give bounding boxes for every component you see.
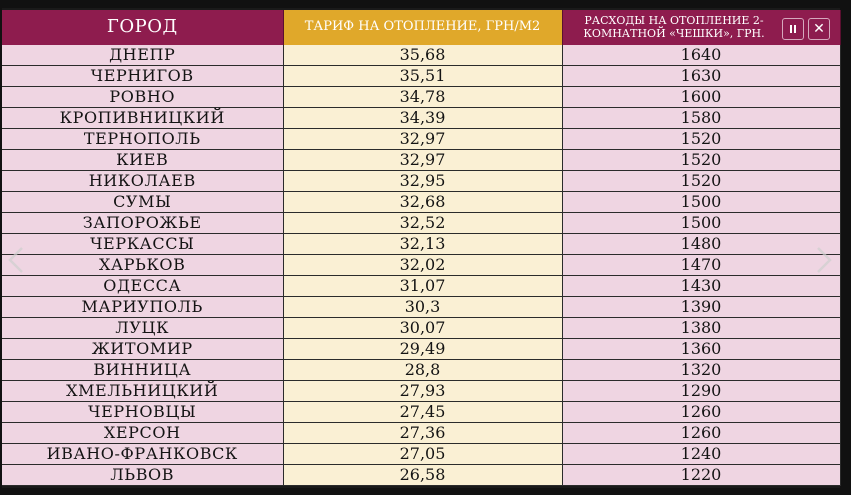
cell-tariff: 32,52: [283, 212, 563, 234]
cell-city: ЧЕРНИГОВ: [2, 65, 284, 87]
cell-cost: 1630: [562, 65, 841, 87]
cell-tariff: 32,68: [283, 191, 563, 213]
cell-tariff: 31,07: [283, 275, 563, 297]
table-row: КИЕВ 32,97 1520: [2, 149, 841, 171]
cell-cost: 1480: [562, 233, 841, 255]
table-row: ОДЕССА 31,07 1430: [2, 275, 841, 297]
cell-tariff: 27,36: [283, 422, 563, 444]
table-row: ДНЕПР 35,68 1640: [2, 45, 841, 66]
chevron-right-icon: [817, 247, 832, 273]
cell-city: ХЕРСОН: [2, 422, 284, 444]
cell-city: ХАРЬКОВ: [2, 254, 284, 276]
cell-city: ЖИТОМИР: [2, 338, 284, 360]
table-header-row: ГОРОД ТАРИФ НА ОТОПЛЕНИЕ, ГРН/М2 РАСХОДЫ…: [2, 10, 841, 45]
cell-cost: 1520: [562, 149, 841, 171]
cell-tariff: 32,97: [283, 149, 563, 171]
cell-tariff: 27,45: [283, 401, 563, 423]
cell-tariff: 34,39: [283, 107, 563, 129]
cell-city: ТЕРНОПОЛЬ: [2, 128, 284, 150]
cell-city: СУМЫ: [2, 191, 284, 213]
cell-cost: 1430: [562, 275, 841, 297]
pause-icon: [790, 25, 792, 33]
cell-cost: 1520: [562, 128, 841, 150]
cell-cost: 1260: [562, 401, 841, 423]
cell-cost: 1580: [562, 107, 841, 129]
cell-cost: 1360: [562, 338, 841, 360]
cell-cost: 1520: [562, 170, 841, 192]
column-header-tariff: ТАРИФ НА ОТОПЛЕНИЕ, ГРН/М2: [283, 10, 563, 45]
table-row: ТЕРНОПОЛЬ 32,97 1520: [2, 128, 841, 150]
cell-tariff: 32,97: [283, 128, 563, 150]
prev-button[interactable]: [4, 244, 28, 276]
cell-city: РОВНО: [2, 86, 284, 108]
table-row: ЖИТОМИР 29,49 1360: [2, 338, 841, 360]
cell-tariff: 32,13: [283, 233, 563, 255]
table-row: ХАРЬКОВ 32,02 1470: [2, 254, 841, 276]
cell-tariff: 35,51: [283, 65, 563, 87]
cell-city: ХМЕЛЬНИЦКИЙ: [2, 380, 284, 402]
heating-tariffs-table: ГОРОД ТАРИФ НА ОТОПЛЕНИЕ, ГРН/М2 РАСХОДЫ…: [2, 10, 841, 486]
column-header-city: ГОРОД: [2, 10, 284, 45]
cell-tariff: 34,78: [283, 86, 563, 108]
table-row: ЗАПОРОЖЬЕ 32,52 1500: [2, 212, 841, 234]
cell-cost: 1220: [562, 464, 841, 486]
cell-city: КИЕВ: [2, 149, 284, 171]
cell-city: ИВАНО-ФРАНКОВСК: [2, 443, 284, 465]
cell-cost: 1640: [562, 45, 841, 66]
cell-city: ЛУЦК: [2, 317, 284, 339]
cell-cost: 1390: [562, 296, 841, 318]
cell-city: ЗАПОРОЖЬЕ: [2, 212, 284, 234]
cell-cost: 1600: [562, 86, 841, 108]
table-row: СУМЫ 32,68 1500: [2, 191, 841, 213]
table-row: ЧЕРНОВЦЫ 27,45 1260: [2, 401, 841, 423]
cell-city: МАРИУПОЛЬ: [2, 296, 284, 318]
cell-cost: 1290: [562, 380, 841, 402]
cell-city: НИКОЛАЕВ: [2, 170, 284, 192]
cell-cost: 1240: [562, 443, 841, 465]
cell-tariff: 30,07: [283, 317, 563, 339]
cell-city: ДНЕПР: [2, 45, 284, 66]
cell-city: ЛЬВОВ: [2, 464, 284, 486]
cell-tariff: 28,8: [283, 359, 563, 381]
table-row: ВИННИЦА 28,8 1320: [2, 359, 841, 381]
table-row: ЧЕРКАССЫ 32,13 1480: [2, 233, 841, 255]
close-button[interactable]: ✕: [808, 18, 830, 40]
cell-city: ОДЕССА: [2, 275, 284, 297]
cell-cost: 1320: [562, 359, 841, 381]
cell-tariff: 32,02: [283, 254, 563, 276]
cell-tariff: 35,68: [283, 45, 563, 66]
cell-tariff: 32,95: [283, 170, 563, 192]
table-row: КРОПИВНИЦКИЙ 34,39 1580: [2, 107, 841, 129]
table-row: МАРИУПОЛЬ 30,3 1390: [2, 296, 841, 318]
cell-tariff: 30,3: [283, 296, 563, 318]
cell-tariff: 26,58: [283, 464, 563, 486]
table-row: ИВАНО-ФРАНКОВСК 27,05 1240: [2, 443, 841, 465]
table-row: ЧЕРНИГОВ 35,51 1630: [2, 65, 841, 87]
table-row: ХМЕЛЬНИЦКИЙ 27,93 1290: [2, 380, 841, 402]
cell-city: ЧЕРНОВЦЫ: [2, 401, 284, 423]
cell-city: ЧЕРКАССЫ: [2, 233, 284, 255]
close-icon: ✕: [813, 21, 825, 37]
table-row: ЛУЦК 30,07 1380: [2, 317, 841, 339]
pause-button[interactable]: [782, 18, 804, 40]
cell-cost: 1470: [562, 254, 841, 276]
cell-tariff: 27,05: [283, 443, 563, 465]
cell-city: КРОПИВНИЦКИЙ: [2, 107, 284, 129]
next-button[interactable]: [812, 244, 836, 276]
cell-cost: 1500: [562, 191, 841, 213]
cell-tariff: 27,93: [283, 380, 563, 402]
chevron-left-icon: [8, 247, 23, 273]
cell-city: ВИННИЦА: [2, 359, 284, 381]
cell-cost: 1500: [562, 212, 841, 234]
table-row: РОВНО 34,78 1600: [2, 86, 841, 108]
table-row: НИКОЛАЕВ 32,95 1520: [2, 170, 841, 192]
table-row: ЛЬВОВ 26,58 1220: [2, 464, 841, 486]
cell-tariff: 29,49: [283, 338, 563, 360]
cell-cost: 1380: [562, 317, 841, 339]
cell-cost: 1260: [562, 422, 841, 444]
table-row: ХЕРСОН 27,36 1260: [2, 422, 841, 444]
